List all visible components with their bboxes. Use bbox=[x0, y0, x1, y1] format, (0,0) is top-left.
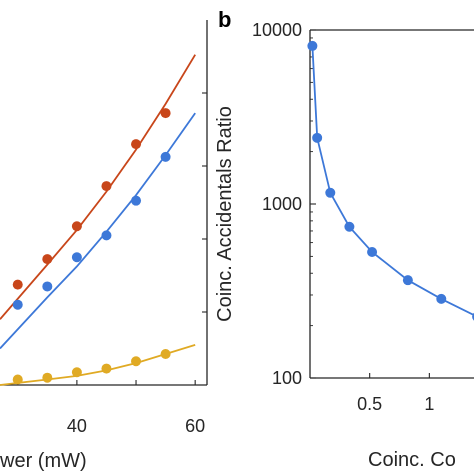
panel-a-fit-curve bbox=[0, 54, 196, 320]
panel-a-data-point bbox=[131, 356, 142, 367]
panel-b-data-point bbox=[325, 187, 336, 198]
panel-a-data-point bbox=[160, 348, 171, 359]
panel-a-data-point bbox=[160, 151, 171, 162]
panel-a-fit-curve bbox=[0, 112, 196, 350]
panel-a-data-point bbox=[12, 299, 23, 310]
panel-b-data-point bbox=[436, 293, 447, 304]
panel-a-data-point bbox=[71, 367, 82, 378]
panel-a-x-tick-label: 40 bbox=[67, 416, 87, 436]
panel-a-data-point bbox=[160, 108, 171, 119]
panel-a-data-point bbox=[131, 139, 142, 150]
panel-b-data-point bbox=[344, 221, 355, 232]
panel-a-data-point bbox=[101, 230, 112, 241]
panel-b-y-tick-label: 1000 bbox=[262, 194, 302, 214]
panel-b-y-tick-label: 10000 bbox=[252, 20, 302, 40]
panel-a-data-point bbox=[12, 374, 23, 385]
panel-a-data-point bbox=[42, 281, 53, 292]
panel-b-y-tick-label: 100 bbox=[272, 368, 302, 388]
panel-a-data-point bbox=[131, 195, 142, 206]
panel-b-data-point bbox=[307, 40, 318, 51]
panel-b-x-tick-label: 0.5 bbox=[357, 394, 382, 414]
panel-a-data-point bbox=[12, 279, 23, 290]
panel-a-chart: 40 60 wer (mW) bbox=[0, 20, 208, 472]
panel-b-data-point bbox=[367, 246, 378, 257]
panel-b-y-axis-label: Coinc. Accidentals Ratio bbox=[214, 106, 236, 322]
panel-a-x-tick-label: 60 bbox=[185, 416, 205, 436]
panel-a-data-point bbox=[42, 254, 53, 265]
panel-b-chart: 100 1000 10000 0.5 1 b Coinc. Accidentals Rati… bbox=[214, 7, 474, 471]
panel-a-x-axis-label: wer (mW) bbox=[0, 450, 87, 472]
panel-a-data-point bbox=[42, 372, 53, 383]
panel-b-x-tick-label: 1 bbox=[424, 394, 434, 414]
panel-b-data-point bbox=[312, 132, 323, 143]
panel-b-series-line bbox=[311, 45, 474, 317]
panel-b-x-axis-label: Coinc. Co bbox=[368, 449, 456, 471]
panel-a-data-point bbox=[101, 363, 112, 374]
panel-b-label: b bbox=[218, 7, 231, 32]
panel-b-data-point bbox=[402, 275, 413, 286]
panel-a-data-point bbox=[71, 252, 82, 263]
panel-a-data-point bbox=[71, 221, 82, 232]
panel-a-data-point bbox=[101, 181, 112, 192]
